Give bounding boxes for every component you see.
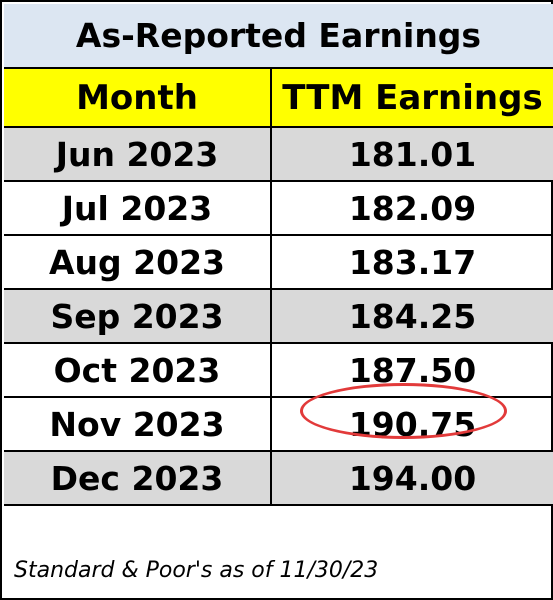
month-cell: Oct 2023 (4, 342, 272, 398)
table-row: Oct 2023 187.50 (4, 342, 553, 398)
table-row: Jun 2023 181.01 (4, 126, 553, 182)
table-row: Aug 2023 183.17 (4, 234, 553, 290)
earnings-cell: 187.50 (270, 342, 553, 398)
earnings-cell: 183.17 (270, 234, 553, 290)
earnings-cell: 184.25 (270, 288, 553, 344)
month-cell: Aug 2023 (4, 234, 272, 290)
earnings-table: Month TTM Earnings Jun 2023 181.01 Jul 2… (4, 69, 553, 506)
table-row: Sep 2023 184.25 (4, 288, 553, 344)
column-header-month: Month (4, 69, 272, 128)
highlighted-value: 190.75 (299, 382, 507, 444)
earnings-cell: 181.01 (270, 126, 553, 182)
column-header-ttm-earnings: TTM Earnings (270, 69, 553, 128)
month-cell: Sep 2023 (4, 288, 272, 344)
header-row: Month TTM Earnings (4, 69, 553, 128)
month-cell: Dec 2023 (4, 450, 272, 506)
table-row: Nov 2023 190.75 (4, 382, 553, 452)
month-cell: Jul 2023 (4, 180, 272, 236)
month-cell: Nov 2023 (4, 396, 272, 452)
earnings-cell: 182.09 (270, 180, 553, 236)
table-row: Dec 2023 194.00 (4, 450, 553, 506)
earnings-cell: 194.00 (270, 450, 553, 506)
earnings-cell-highlighted: 190.75 (270, 382, 553, 452)
source-note: Standard & Poor's as of 11/30/23 (14, 557, 379, 583)
earnings-value: 190.75 (348, 404, 477, 444)
table-row: Jul 2023 182.09 (4, 180, 553, 236)
month-cell: Jun 2023 (4, 126, 272, 182)
table-title: As-Reported Earnings (4, 4, 553, 69)
